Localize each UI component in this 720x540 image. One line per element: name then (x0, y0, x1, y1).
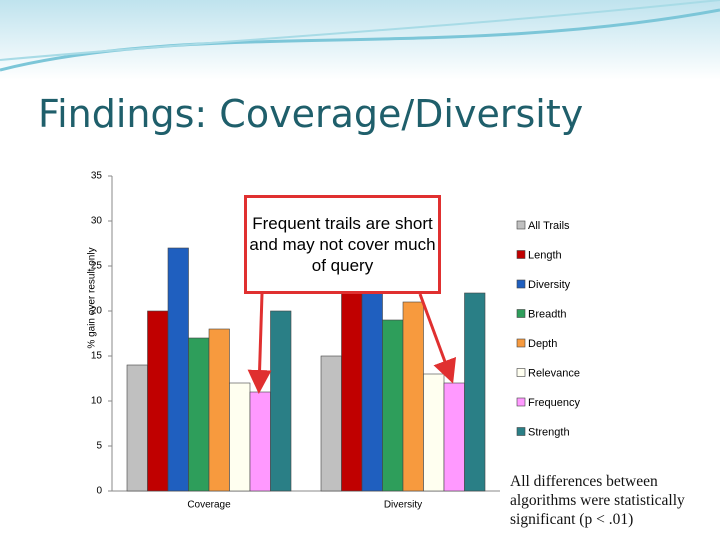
legend-swatch (516, 397, 526, 407)
bar (208, 328, 230, 492)
legend-swatch (516, 220, 526, 230)
y-tick-label: 25 (91, 261, 103, 272)
legend-label: Breadth (528, 308, 567, 320)
legend-swatch (516, 338, 526, 348)
bar (270, 310, 292, 492)
legend-swatch (516, 368, 526, 377)
y-tick-label: 35 (91, 171, 103, 182)
bar (167, 247, 189, 492)
swirl (0, 8, 720, 72)
bar (188, 337, 210, 492)
legend-label: Diversity (528, 279, 571, 291)
y-tick-label: 10 (91, 396, 103, 407)
x-tick-label: Diversity (384, 500, 422, 511)
legend-label: Strength (528, 426, 570, 438)
y-tick-label: 0 (96, 486, 102, 497)
footnote: All differences between algorithms were … (510, 473, 685, 528)
legend-swatch (516, 250, 526, 259)
legend-label: Relevance (528, 367, 580, 379)
x-tick-label: Coverage (187, 500, 231, 511)
bar (423, 373, 445, 492)
bar (402, 301, 424, 492)
legend-swatch (516, 309, 526, 318)
y-tick-label: 15 (91, 351, 103, 362)
y-axis-label: % gain over result only (87, 247, 98, 348)
legend-label: Depth (528, 338, 557, 350)
bar (229, 382, 251, 492)
slide-title: Findings: Coverage/Diversity (38, 92, 584, 136)
y-tick-label: 30 (91, 216, 103, 227)
bar (361, 265, 383, 492)
y-tick-label: 20 (91, 306, 103, 317)
legend-label: Length (528, 249, 562, 261)
swirl (0, 0, 720, 61)
bar (147, 310, 169, 492)
bar (443, 382, 465, 492)
legend-label: Frequency (528, 397, 580, 409)
y-tick-label: 5 (96, 441, 102, 452)
bar (382, 319, 404, 492)
callout: Frequent trails are short and may not co… (244, 195, 441, 294)
bar (126, 364, 148, 492)
bar (249, 391, 271, 492)
legend-swatch (516, 427, 526, 436)
legend-swatch (516, 279, 526, 289)
legend-label: All Trails (528, 220, 570, 232)
bar (320, 355, 342, 492)
bar (464, 292, 486, 492)
